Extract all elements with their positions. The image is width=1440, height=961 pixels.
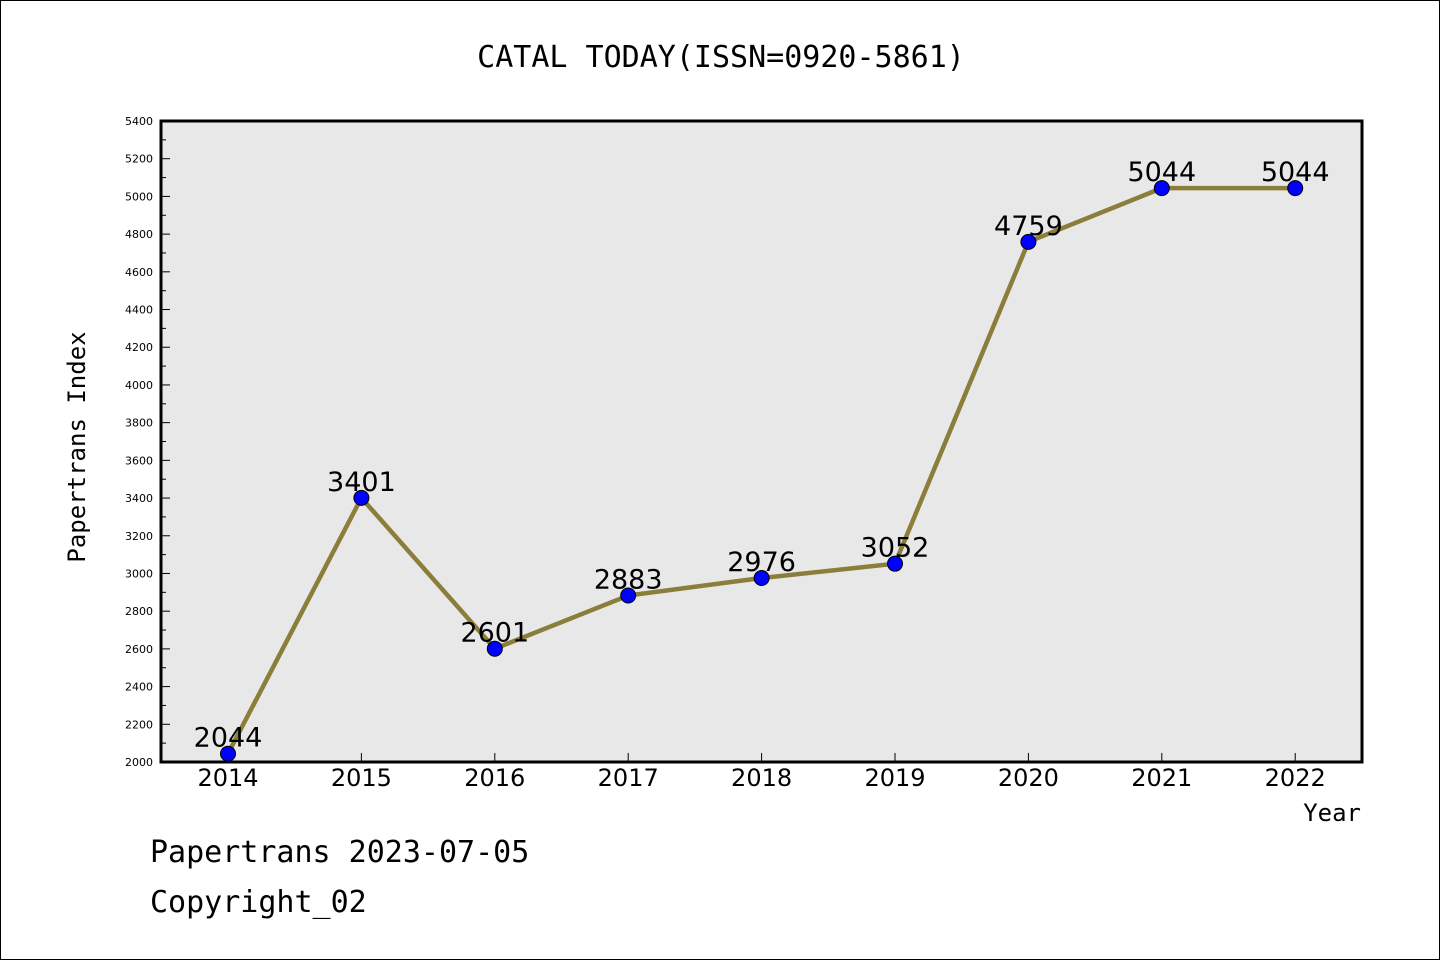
y-tick-label: 5400 (125, 115, 153, 128)
data-point (220, 745, 236, 762)
data-label: 3052 (861, 533, 930, 564)
series: 2044 3401 2601 2883 2976 3052 4759 5044 5044 (194, 157, 1330, 762)
y-tick-label: 4800 (125, 228, 153, 241)
data-point (887, 555, 903, 572)
data-label: 3401 (327, 467, 396, 498)
data-point (620, 587, 637, 604)
x-tick-label: 2015 (331, 764, 392, 792)
x-tick-label: 2022 (1265, 764, 1326, 792)
data-label: 2883 (594, 565, 663, 596)
y-tick-label: 3200 (125, 530, 153, 543)
y-tick-label: 3600 (125, 454, 153, 467)
y-tick-label: 2400 (125, 681, 153, 694)
x-axis: 2014 2015 2016 2017 2018 2019 2020 2021 2022 (197, 753, 1326, 792)
y-tick-label: 4400 (125, 304, 153, 317)
x-tick-label: 2016 (464, 764, 525, 792)
y-tick-label: 4200 (125, 341, 153, 354)
data-label: 4759 (994, 211, 1063, 242)
data-point (1287, 180, 1304, 197)
y-tick-label: 2800 (125, 605, 153, 618)
plot-area (159, 119, 1364, 764)
data-label: 2601 (460, 618, 529, 649)
x-tick-label: 2014 (197, 764, 258, 792)
y-tick-label: 3800 (125, 417, 153, 430)
x-tick-label: 2021 (1131, 764, 1192, 792)
x-tick-label: 2020 (998, 764, 1059, 792)
chart-title: CATAL TODAY(ISSN=0920-5861) (477, 40, 965, 75)
x-axis-label: Year (1303, 799, 1361, 827)
footer-copyright: Copyright_02 (150, 885, 367, 920)
data-label: 2976 (727, 547, 796, 578)
y-tick-label: 2200 (125, 718, 153, 731)
y-tick-label: 4000 (125, 379, 153, 392)
data-point (486, 640, 503, 657)
y-tick-label: 4600 (125, 266, 153, 279)
data-point (753, 569, 770, 586)
data-label: 2044 (194, 723, 263, 754)
data-label: 5044 (1127, 157, 1196, 188)
y-tick-label: 3400 (125, 492, 153, 505)
y-tick-label: 2600 (125, 643, 153, 656)
data-point (1020, 233, 1037, 250)
y-tick-label: 2000 (125, 756, 153, 769)
footer-date: Papertrans 2023-07-05 (150, 835, 530, 870)
data-point (1153, 180, 1170, 197)
data-label: 5044 (1261, 157, 1330, 188)
data-point (353, 489, 370, 506)
y-tick-label: 3000 (125, 567, 153, 580)
x-tick-label: 2019 (864, 764, 925, 792)
y-tick-label: 5000 (125, 190, 153, 203)
y-tick-label: 5200 (125, 153, 153, 166)
y-axis-label: Papertrans Index (63, 331, 91, 562)
x-tick-label: 2017 (598, 764, 659, 792)
y-axis: 2000 2200 2400 2600 2800 3000 3200 3400 3600 3800… (125, 115, 170, 769)
x-tick-label: 2018 (731, 764, 792, 792)
